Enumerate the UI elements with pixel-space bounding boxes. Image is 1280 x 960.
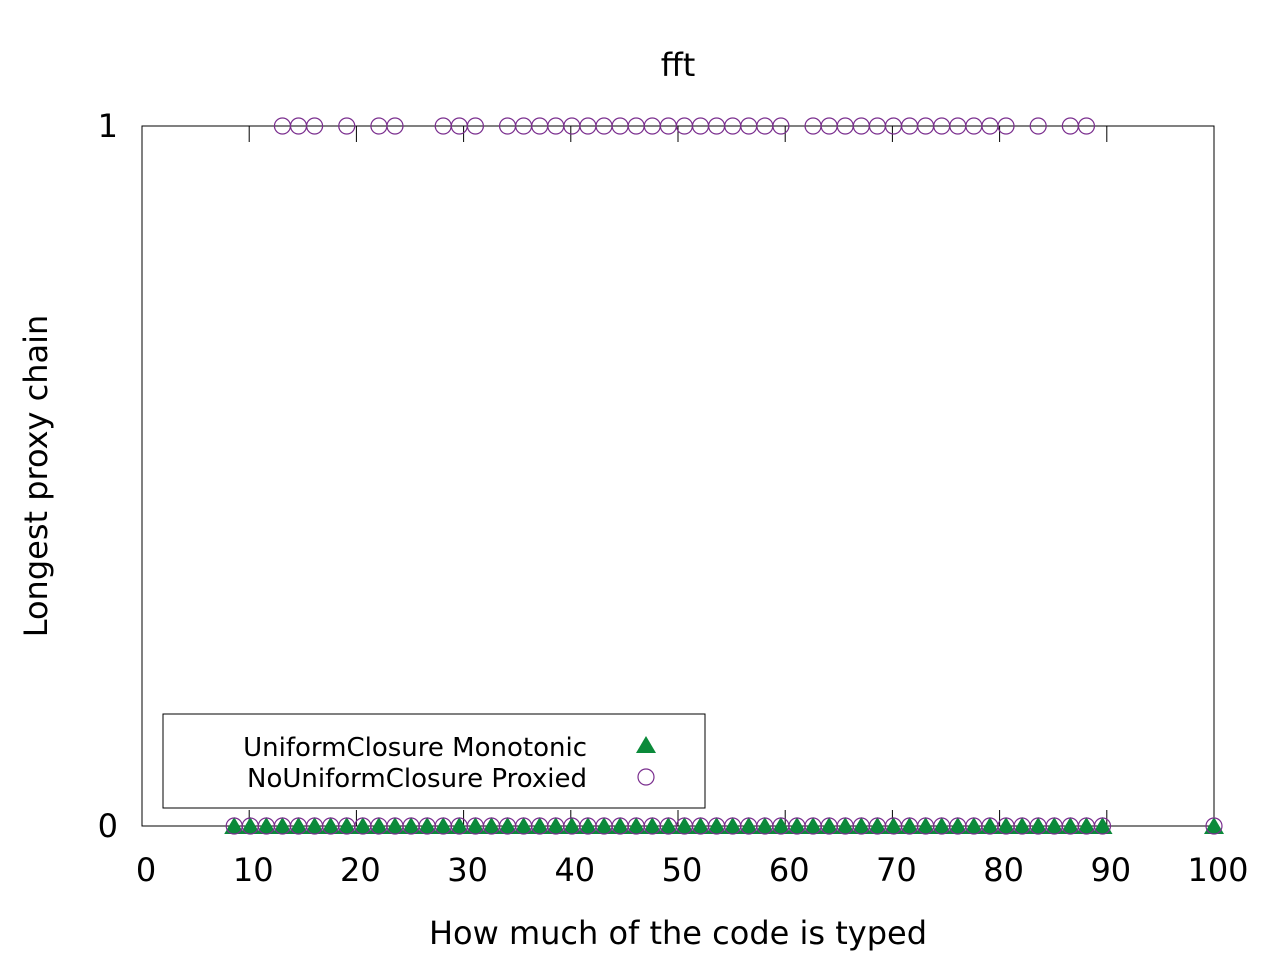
data-point-triangle — [594, 817, 615, 834]
data-point-triangle — [996, 817, 1017, 834]
data-point-circle — [466, 117, 484, 135]
x-tick-label: 90 — [1090, 851, 1131, 889]
y-axis: 01 — [98, 107, 1214, 845]
data-point-triangle — [1028, 817, 1049, 834]
series-uniformclosure-monotonic — [224, 817, 1224, 834]
data-point-circle — [386, 117, 404, 135]
data-point-triangle — [224, 817, 245, 834]
x-tick-label: 80 — [983, 851, 1024, 889]
legend-marker-triangle — [636, 736, 656, 753]
data-point-triangle — [1076, 817, 1097, 834]
data-point-triangle — [240, 817, 261, 834]
y-tick-label: 0 — [98, 807, 118, 845]
data-point-triangle — [1204, 817, 1224, 834]
x-tick-label: 20 — [340, 851, 381, 889]
data-point-triangle — [433, 817, 454, 834]
data-point-triangle — [786, 817, 807, 834]
data-point-triangle — [1044, 817, 1065, 834]
data-point-triangle — [481, 817, 502, 834]
data-point-triangle — [1060, 817, 1081, 834]
data-point-triangle — [1092, 817, 1113, 834]
legend-label-uniformclosure-monotonic: UniformClosure Monotonic — [243, 733, 587, 763]
data-point-triangle — [883, 817, 904, 834]
data-point-triangle — [851, 817, 872, 834]
x-tick-label: 50 — [662, 851, 703, 889]
data-point-triangle — [947, 817, 968, 834]
data-point-triangle — [658, 817, 679, 834]
data-point-circle — [1205, 817, 1223, 835]
data-point-triangle — [835, 817, 856, 834]
data-point-triangle — [352, 817, 373, 834]
data-point-triangle — [738, 817, 759, 834]
y-axis-label: Longest proxy chain — [17, 315, 55, 638]
data-point-triangle — [256, 817, 277, 834]
data-point-triangle — [642, 817, 663, 834]
data-point-triangle — [674, 817, 695, 834]
data-point-triangle — [1012, 817, 1033, 834]
data-point-triangle — [497, 817, 518, 834]
x-tick-label: 30 — [447, 851, 488, 889]
data-point-triangle — [304, 817, 325, 834]
data-point-triangle — [513, 817, 534, 834]
x-tick-label: 10 — [233, 851, 274, 889]
x-tick-label: 0 — [136, 851, 156, 889]
data-point-circle — [1029, 117, 1047, 135]
data-point-triangle — [384, 817, 405, 834]
chart-title: fft — [661, 46, 696, 84]
legend-marker-circle — [637, 768, 655, 786]
data-point-triangle — [690, 817, 711, 834]
data-point-triangle — [320, 817, 341, 834]
data-point-triangle — [561, 817, 582, 834]
data-point-triangle — [803, 817, 824, 834]
x-tick-label: 100 — [1187, 851, 1248, 889]
data-point-triangle — [979, 817, 1000, 834]
data-point-circle — [305, 117, 324, 135]
legend-box — [162, 713, 706, 809]
data-point-triangle — [722, 817, 743, 834]
data-point-circle — [997, 117, 1015, 135]
data-point-triangle — [336, 817, 357, 834]
data-point-triangle — [963, 817, 984, 834]
data-point-triangle — [626, 817, 647, 834]
y-tick-label: 1 — [98, 107, 118, 145]
data-point-triangle — [545, 817, 566, 834]
data-point-triangle — [368, 817, 389, 834]
x-axis-label: How much of the code is typed — [429, 914, 927, 952]
series-nouniformclosure-proxied — [225, 117, 1223, 835]
data-point-triangle — [272, 817, 293, 834]
x-tick-label: 70 — [876, 851, 917, 889]
legend: UniformClosure Monotonic NoUniformClosur… — [162, 713, 706, 809]
data-point-circle — [338, 117, 356, 135]
series-layer — [224, 117, 1224, 835]
x-tick-label: 60 — [769, 851, 810, 889]
data-point-triangle — [465, 817, 486, 834]
data-point-triangle — [577, 817, 598, 834]
data-point-triangle — [401, 817, 422, 834]
legend-label-nouniformclosure-proxied: NoUniformClosure Proxied — [247, 764, 587, 794]
data-point-triangle — [449, 817, 470, 834]
data-point-circle — [772, 117, 790, 135]
data-point-circle — [1077, 117, 1096, 135]
data-point-triangle — [417, 817, 438, 834]
data-point-circle — [1093, 817, 1112, 835]
data-point-triangle — [529, 817, 550, 834]
x-axis: 0 10 20 30 40 50 60 70 80 90 100 — [136, 126, 1249, 889]
data-point-triangle — [770, 817, 791, 834]
data-point-triangle — [931, 817, 952, 834]
data-point-triangle — [867, 817, 888, 834]
data-point-triangle — [819, 817, 840, 834]
data-point-triangle — [288, 817, 309, 834]
data-point-triangle — [899, 817, 920, 834]
x-tick-label: 40 — [554, 851, 595, 889]
data-point-triangle — [706, 817, 727, 834]
data-point-triangle — [915, 817, 936, 834]
data-point-triangle — [754, 817, 775, 834]
data-point-triangle — [610, 817, 631, 834]
